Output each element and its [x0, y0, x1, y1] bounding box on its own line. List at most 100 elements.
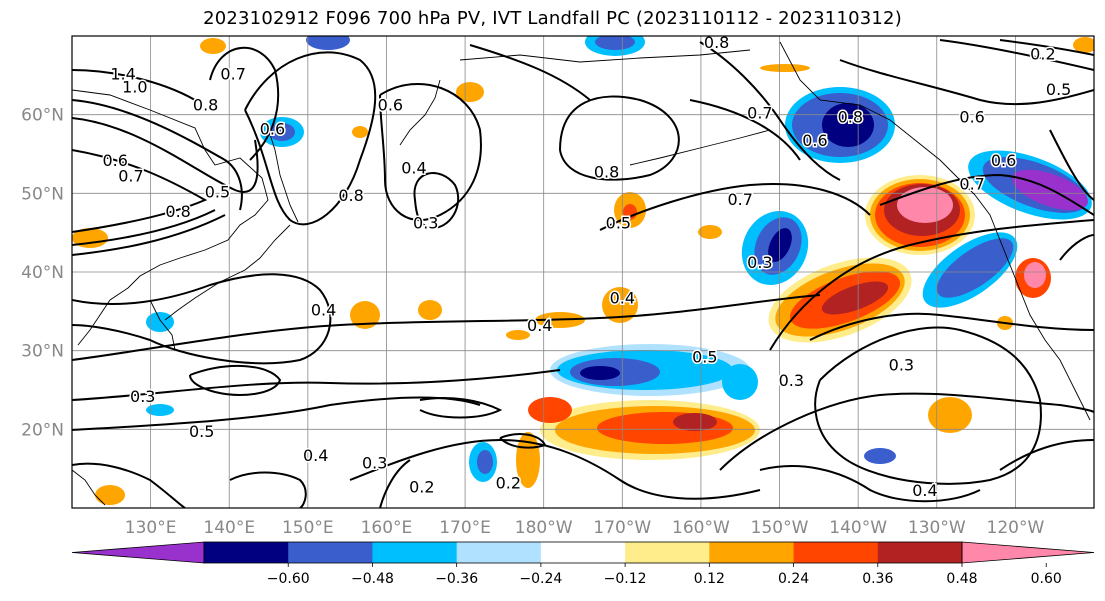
colorbar-tick-label: 0.60 — [1031, 571, 1062, 587]
longitude-label: 130°W — [908, 518, 966, 538]
pv-contours — [72, 39, 1094, 508]
contour-label: 0.7 — [747, 104, 772, 123]
contour-label: 1.0 — [122, 78, 147, 97]
colorbar-tick-label: −0.60 — [267, 571, 310, 587]
colorbar-tick-label: 0.48 — [946, 571, 977, 587]
longitude-label: 170°W — [593, 518, 651, 538]
contour-label: 0.4 — [912, 481, 937, 500]
colorbar-bin — [709, 542, 795, 563]
longitude-label: 170°E — [439, 518, 491, 538]
longitude-label: 140°W — [829, 518, 887, 538]
contour-label: 0.8 — [193, 96, 218, 115]
contour-label: 0.3 — [747, 253, 772, 272]
contour-labels: 1.41.00.80.70.60.60.70.50.80.60.40.80.30… — [101, 31, 1073, 501]
contour-label: 0.5 — [189, 422, 214, 441]
colorbar-bin — [625, 542, 710, 563]
latitude-label: 50°N — [21, 184, 64, 204]
alaska-coastline — [779, 41, 976, 196]
asia-coastline — [72, 89, 269, 346]
colorbar-bin — [456, 542, 542, 563]
longitude-label: 150°W — [751, 518, 809, 538]
latitude-label: 60°N — [21, 106, 64, 126]
colorbar-bin — [540, 542, 626, 563]
latitude-label: 20°N — [21, 420, 64, 440]
longitude-label: 130°E — [125, 518, 177, 538]
colorbar-tick-label: −0.12 — [604, 571, 647, 587]
contour-label: 0.8 — [165, 202, 190, 221]
colorbar-tick-label: −0.36 — [435, 571, 478, 587]
latitude-label: 40°N — [21, 263, 64, 283]
contour-label: 0.5 — [606, 214, 631, 233]
contour-label: 0.8 — [704, 33, 729, 52]
contour-label: 0.2 — [409, 477, 434, 496]
contour-label: 0.6 — [991, 151, 1016, 170]
north-america-west-coast — [974, 194, 1091, 421]
philippines-coastline — [72, 469, 106, 506]
colorbar-tick-label: −0.48 — [351, 571, 394, 587]
chart-title: 2023102912 F096 700 hPa PV, IVT Landfall… — [203, 8, 902, 29]
contour-label: 0.8 — [338, 186, 363, 205]
contour-label: 0.3 — [413, 214, 438, 233]
colorbar-extend-max — [961, 541, 1095, 564]
contour-label: 0.3 — [779, 371, 804, 390]
sakhalin-coastline — [267, 127, 299, 223]
pv-anomaly-fills — [72, 36, 1094, 505]
contour-label: 0.5 — [1046, 80, 1071, 99]
map-frame — [71, 35, 1095, 509]
colorbar: −0.60 −0.48 −0.36 −0.24 −0.12 0.12 0.24 0.36 0.4… — [71, 541, 1095, 587]
arctic-coastline — [459, 49, 751, 63]
contour-label: 0.6 — [378, 96, 403, 115]
longitude-label: 180°W — [515, 518, 573, 538]
aleutian-islands — [629, 129, 771, 166]
colorbar-bin — [372, 542, 458, 563]
small-positive-blobs — [72, 37, 1094, 505]
contour-label: 0.4 — [527, 316, 552, 335]
negative-anomaly-streak — [550, 344, 758, 400]
longitude-labels: 130°E 140°E 150°E 160°E 170°E 180°W 170°W 160°W… — [125, 518, 1045, 538]
colorbar-bin — [288, 542, 373, 563]
colorbar-bin — [793, 542, 879, 563]
latitude-labels: 60°N 50°N 40°N 30°N 20°N — [21, 106, 64, 441]
graticule — [72, 36, 1094, 508]
colorbar-tick-label: 0.36 — [862, 571, 893, 587]
contour-label: 0.6 — [103, 151, 128, 170]
korea-coastline — [149, 299, 176, 351]
contour-label: 1.4 — [110, 64, 135, 83]
contour-label: 0.3 — [362, 454, 387, 473]
colorbar-frame — [203, 541, 963, 564]
contour-label: 0.6 — [802, 131, 827, 150]
contour-label: 0.8 — [594, 163, 619, 182]
contour-label: 0.8 — [838, 108, 863, 127]
longitude-label: 160°W — [672, 518, 730, 538]
longitude-label: 150°E — [282, 518, 334, 538]
colorbar-bin — [877, 542, 963, 563]
colorbar-bin — [204, 542, 289, 563]
contour-label: 0.7 — [118, 167, 143, 186]
contour-label: 0.3 — [889, 355, 914, 374]
colorbar-extend-min — [71, 541, 205, 564]
contour-label: 0.7 — [728, 190, 753, 209]
longitude-label: 160°E — [361, 518, 413, 538]
colorbar-tick-label: −0.24 — [519, 571, 562, 587]
japan-coastline — [164, 224, 291, 321]
north-negative-regions — [146, 36, 1092, 482]
contour-label: 0.4 — [303, 446, 328, 465]
contour-label: 0.2 — [1030, 45, 1055, 64]
longitude-label: 120°W — [987, 518, 1045, 538]
contour-label: 0.5 — [692, 347, 717, 366]
contour-label: 0.4 — [610, 288, 635, 307]
contour-label: 0.6 — [260, 119, 285, 138]
colorbar-tick-label: 0.24 — [778, 571, 809, 587]
contour-label: 0.7 — [220, 64, 245, 83]
latitude-label: 30°N — [21, 342, 64, 362]
longitude-label: 140°E — [203, 518, 255, 538]
contour-label: 0.5 — [205, 182, 230, 201]
coastlines — [72, 41, 1091, 506]
kamchatka-coastline — [399, 79, 441, 146]
contour-label: 0.7 — [959, 174, 984, 193]
contour-label: 0.6 — [959, 108, 984, 127]
contour-label: 0.4 — [401, 159, 426, 178]
contour-label: 0.3 — [130, 387, 155, 406]
colorbar-tick-label: 0.12 — [694, 571, 725, 587]
